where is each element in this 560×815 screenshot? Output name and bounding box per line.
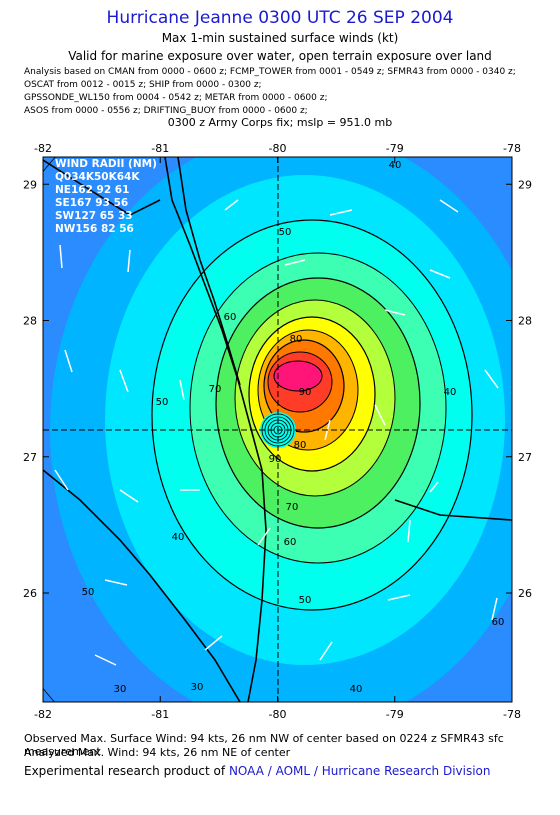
contour-label: 50: [82, 587, 95, 598]
y-tick-label: 26: [23, 587, 37, 600]
contour-label: 40: [389, 160, 402, 171]
y-tick-label: 29: [23, 178, 37, 191]
contour-label: 40: [172, 532, 185, 543]
credit: Experimental research product of NOAA / …: [24, 764, 491, 778]
contour-label: 50: [299, 595, 312, 606]
wind-radii-line: SE167 93 56: [55, 197, 128, 209]
y-tick-label: 26: [518, 587, 532, 600]
wind-radii-line: WIND RADII (NM): [55, 158, 157, 170]
footer-line: Observed Max. Surface Wind: 94 kts, 26 n…: [24, 732, 504, 758]
contour-label: 60: [224, 312, 237, 323]
x-tick-label: -80: [269, 708, 287, 721]
credit-link[interactable]: NOAA / AOML / Hurricane Research Divisio…: [228, 764, 491, 778]
analysis-line: GPSSONDE_WL150 from 0004 - 0542 z; METAR…: [24, 93, 328, 103]
x-tick-label: -78: [503, 708, 521, 721]
wind-map: -82 -82 -81 -81 -80 -80 -79 -79 -78 -78 26 26 27 27 28…: [23, 142, 532, 721]
x-tick-label: -81: [151, 142, 169, 155]
credit-text: Experimental research product of: [24, 764, 226, 778]
x-tick-label: -82: [34, 142, 52, 155]
wind-arrows: [54, 199, 499, 666]
y-tick-label: 28: [23, 315, 37, 328]
contour-label: 30: [114, 684, 127, 695]
contour-label: 70: [209, 384, 222, 395]
wind-radii-line: Q034K50K64K: [55, 171, 140, 183]
contour-field: [43, 157, 512, 702]
contour-label: 90: [299, 387, 312, 398]
wind-radii-line: SW127 65 33: [55, 210, 133, 222]
x-tick-label: -80: [269, 142, 287, 155]
analysis-line: Analysis based on CMAN from 0000 - 0600 …: [24, 67, 516, 77]
x-tick-label: -79: [386, 142, 404, 155]
analysis-line: ASOS from 0000 - 0556 z; DRIFTING_BUOY f…: [24, 106, 308, 116]
contour-label: 30: [191, 682, 204, 693]
contour-label: 50: [156, 397, 169, 408]
y-tick-label: 27: [518, 451, 532, 464]
analysis-line: OSCAT from 0012 - 0015 z; SHIP from 0000…: [24, 80, 262, 90]
contour-label: 50: [279, 227, 292, 238]
contour-label: 70: [286, 502, 299, 513]
wind-radii-line: NW156 82 56: [55, 223, 134, 235]
wind-radii-line: NE162 92 61: [55, 184, 129, 196]
contour-label: 40: [444, 387, 457, 398]
y-tick-label: 29: [518, 178, 532, 191]
contour-label: 80: [290, 334, 303, 345]
subtitle: Max 1-min sustained surface winds (kt): [161, 31, 399, 45]
fix: 0300 z Army Corps fix; mslp = 951.0 mb: [167, 116, 393, 129]
x-tick-label: -79: [386, 708, 404, 721]
contour-label: 90: [269, 454, 282, 465]
contour-label: 60: [492, 617, 505, 628]
x-tick-label: -78: [503, 142, 521, 155]
validity: Valid for marine exposure over water, op…: [68, 49, 492, 63]
contour-label: 60: [284, 537, 297, 548]
x-tick-label: -82: [34, 708, 52, 721]
contour-label: 80: [294, 440, 307, 451]
x-tick-label: -81: [151, 708, 169, 721]
contour-label: 40: [350, 684, 363, 695]
coastline: [43, 157, 512, 702]
title: Hurricane Jeanne 0300 UTC 26 SEP 2004: [106, 8, 454, 28]
y-tick-label: 28: [518, 315, 532, 328]
footer-line: Analyzed Max. Wind: 94 kts, 26 nm NE of …: [24, 746, 291, 759]
y-tick-label: 27: [23, 451, 37, 464]
